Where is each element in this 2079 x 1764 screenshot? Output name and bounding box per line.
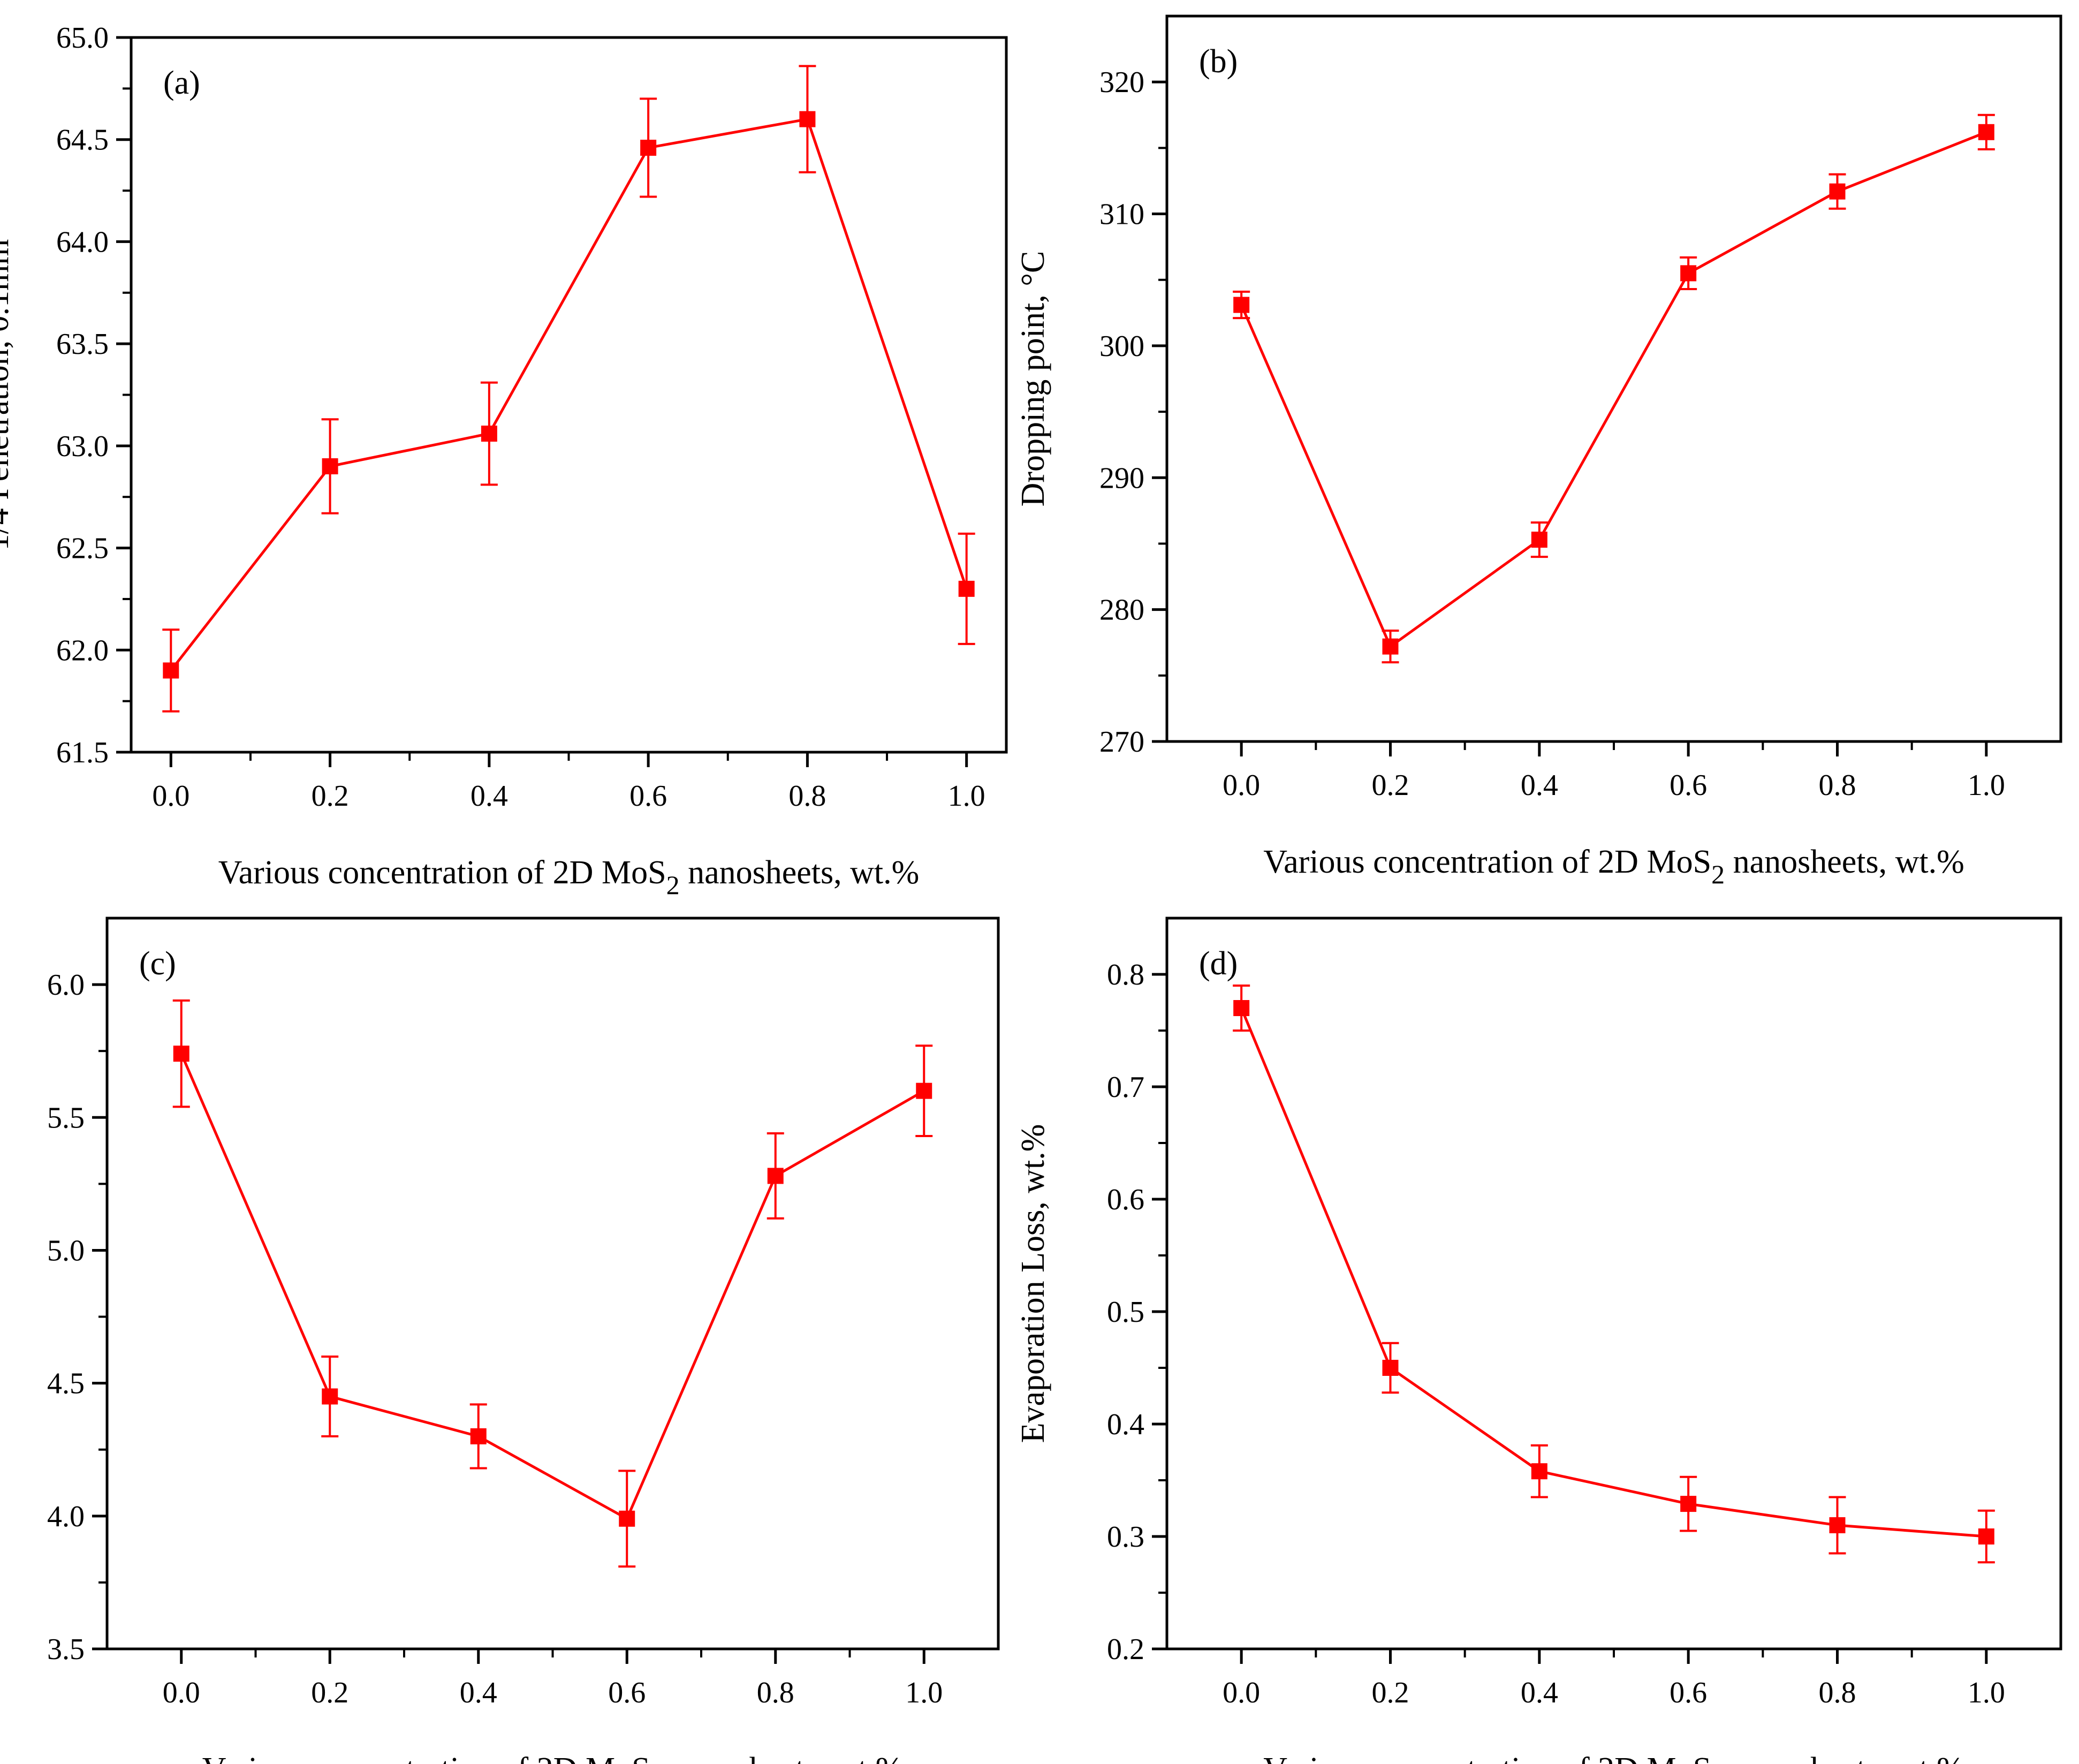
y-tick-label: 4.5 [47,1367,85,1400]
y-tick-label: 0.5 [1107,1296,1144,1329]
data-point [1680,1496,1697,1512]
y-tick-label: 0.3 [1107,1520,1144,1554]
x-tick-label: 0.0 [1223,1676,1260,1709]
x-tick-label: 1.0 [905,1676,943,1709]
data-point [1233,1000,1250,1016]
y-axis-title: 1/4 Penetration, 0.1mm [0,239,16,550]
y-tick-label: 63.5 [56,328,109,361]
data-point [1829,1517,1846,1533]
x-tick-label: 1.0 [948,779,985,813]
y-tick-label: 62.5 [56,532,109,565]
data-point [916,1082,932,1099]
x-tick-label: 1.0 [1968,1676,2005,1709]
x-tick-label: 0.0 [152,779,189,813]
x-tick-label: 0.6 [1670,769,1707,802]
y-tick-label: 3.5 [47,1633,85,1666]
panel-label: (b) [1199,43,1238,80]
x-tick-label: 0.2 [1372,1676,1409,1709]
data-point [1978,1528,1994,1545]
series-line [180,1053,925,1521]
plot-frame [1165,14,2062,743]
x-axis-title: Various concentration of 2D MoS2 nanoshe… [202,1751,904,1764]
x-tick-label: 0.8 [1819,769,1856,802]
data-point [1382,638,1399,655]
x-tick-label: 0.2 [312,779,349,813]
y-tick-label: 5.5 [47,1101,85,1134]
y-tick-label: 63.0 [56,430,109,463]
x-tick-label: 0.6 [629,779,667,813]
data-point [1680,265,1697,282]
y-tick-label: 270 [1099,725,1144,759]
y-tick-label: 290 [1099,461,1144,495]
data-point [1829,183,1846,200]
data-point [958,580,975,597]
x-tick-label: 0.8 [788,779,826,813]
plot-frame [1165,917,2062,1651]
y-tick-label: 5.0 [47,1234,85,1267]
x-tick-label: 0.0 [1223,769,1260,802]
x-tick-label: 0.0 [163,1676,200,1709]
data-point [173,1046,189,1062]
series-line [170,117,968,671]
y-tick-label: 0.2 [1107,1633,1144,1666]
y-tick-label: 0.4 [1107,1408,1144,1441]
x-tick-label: 0.4 [471,779,508,813]
y-tick-label: 62.0 [56,634,109,667]
y-tick-label: 310 [1099,198,1144,231]
data-point [1382,1360,1399,1376]
x-tick-label: 0.8 [1819,1676,1856,1709]
x-tick-label: 1.0 [1968,769,2005,802]
y-tick-label: 4.0 [47,1500,85,1533]
x-axis-title: Various concentration of 2D MoS2 nanoshe… [1263,844,1964,889]
y-axis-title: Evaporation Loss, wt.% [1015,1124,1051,1443]
data-point [481,425,497,442]
y-tick-label: 64.5 [56,124,109,157]
data-point [1531,1463,1547,1480]
series-line [1240,131,1987,649]
data-point [1531,532,1547,548]
y-tick-label: 280 [1099,594,1144,627]
data-point [322,458,338,474]
y-tick-label: 0.6 [1107,1183,1144,1216]
chart-panel-c: 0.0 0.2 0.4 0.6 0.8 1.0 3.5 4.0 4.5 5.0 5.5 6.0 (c) V… [47,917,1000,1764]
y-tick-label: 61.5 [56,736,109,769]
x-tick-label: 0.8 [757,1676,794,1709]
panel-label: (a) [163,65,200,101]
data-point [1233,297,1250,313]
chart-panel-d: 0.0 0.2 0.4 0.6 0.8 1.0 0.2 0.3 0.4 0.5 0.6 0.7 0.8 (… [1015,917,2062,1764]
plot-frame [105,917,1000,1651]
y-tick-label: 64.0 [56,225,109,259]
data-point [640,139,657,156]
data-point [767,1168,784,1184]
y-axis-title: Dropping point, °C [1015,251,1051,507]
y-tick-label: 320 [1099,66,1144,99]
x-axis-title: Various concentration of 2D MoS2 nanoshe… [1263,1751,1964,1764]
panel-label: (d) [1199,945,1238,982]
x-tick-label: 0.2 [311,1676,348,1709]
x-tick-label: 0.4 [1521,769,1558,802]
x-tick-label: 0.4 [460,1676,497,1709]
plot-frame [130,36,1008,754]
data-point [322,1388,338,1405]
x-tick-label: 0.6 [608,1676,646,1709]
chart-panel-a: 0.0 0.2 0.4 0.6 0.8 1.0 61.5 62.0 62.5 63.0 63.5 64… [0,21,1008,900]
x-tick-label: 0.2 [1372,769,1409,802]
y-tick-label: 65.0 [56,21,109,55]
x-tick-label: 0.6 [1670,1676,1707,1709]
data-point [799,111,816,127]
panel-label: (c) [139,945,176,982]
data-point [619,1510,635,1527]
series-line [1240,1008,1987,1538]
x-axis-title: Various concentration of 2D MoS2 nanoshe… [218,854,920,900]
chart-panel-b: 0.0 0.2 0.4 0.6 0.8 1.0 270 280 290 300 310 320 (b) V… [1015,14,2062,889]
y-tick-label: 300 [1099,330,1144,363]
y-tick-label: 0.8 [1107,958,1144,991]
y-tick-label: 6.0 [47,968,85,1002]
x-tick-label: 0.4 [1521,1676,1558,1709]
data-point [1978,124,1994,140]
data-point [163,662,179,679]
y-tick-label: 0.7 [1107,1071,1144,1104]
data-point [470,1428,487,1444]
